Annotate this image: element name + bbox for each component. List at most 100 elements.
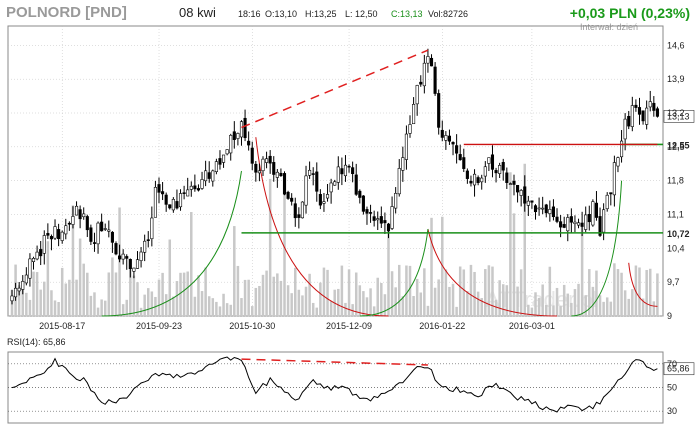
candle-body — [150, 217, 154, 240]
volume-bar — [132, 275, 136, 316]
candle-body — [153, 187, 157, 218]
fib-arc-green — [359, 228, 429, 317]
volume-bar — [304, 286, 308, 316]
volume-bar — [43, 281, 46, 316]
chart-date: 08 kwi — [179, 5, 216, 20]
volume-bar — [397, 264, 401, 316]
candle-body — [221, 154, 226, 163]
candle-body — [623, 118, 627, 140]
price-tick-label: 11,1 — [667, 210, 684, 220]
volume-bar — [78, 238, 82, 316]
volume-bar — [326, 269, 329, 316]
candle-body — [118, 255, 122, 260]
volume-bar — [114, 272, 118, 316]
candle-body — [218, 158, 222, 165]
volume-bar — [258, 285, 261, 316]
date-tick-label: 2016-03-01 — [509, 321, 555, 331]
volume-bar — [96, 307, 100, 316]
volume-bar — [297, 289, 301, 316]
volume-bar — [573, 289, 577, 316]
volume-bar — [129, 266, 132, 316]
candle-body — [580, 222, 584, 227]
candle-body — [533, 205, 538, 213]
volume-bar — [527, 304, 530, 316]
candle-body — [82, 213, 86, 218]
volume-bar — [315, 307, 319, 316]
fib-arc-red — [255, 137, 389, 317]
volume-bar — [609, 301, 613, 316]
candle-body — [318, 194, 322, 206]
volume-bar — [480, 298, 483, 316]
volume-bar — [222, 293, 225, 316]
volume-bar — [365, 297, 369, 316]
candle-body — [562, 224, 566, 228]
candle-body — [304, 175, 308, 206]
candle-body — [620, 140, 624, 158]
candle-body — [512, 180, 516, 185]
volume-bar — [103, 300, 107, 316]
volume-bar — [225, 303, 229, 316]
candle-body — [135, 259, 140, 269]
volume-bar — [354, 272, 358, 316]
candle-body — [178, 193, 183, 208]
volume-bars — [10, 163, 659, 316]
candle-body — [526, 200, 530, 206]
volume-bar — [82, 263, 85, 316]
volume-bar — [139, 307, 143, 316]
volume-bar — [25, 292, 28, 316]
fib-arc-green — [571, 180, 623, 317]
rsi-last-badge — [663, 362, 695, 376]
candle-body — [648, 101, 652, 108]
volume-bar — [369, 288, 372, 316]
volume-bar — [451, 283, 455, 316]
candle-body — [358, 190, 362, 198]
candle-body — [645, 107, 649, 125]
price-gridlines — [8, 26, 663, 317]
chart-symbol-title: POLNORD [PND] — [6, 4, 127, 21]
volume-bar — [505, 285, 509, 316]
candle-body — [322, 201, 326, 204]
volume-bar — [207, 296, 211, 316]
volume-bar — [182, 272, 186, 316]
candle-body — [272, 162, 276, 175]
volume-bar — [301, 295, 304, 316]
candle-body — [189, 185, 193, 190]
volume-bar — [512, 213, 516, 316]
price-tick-label: 9 — [667, 311, 672, 321]
candle-body — [551, 206, 555, 218]
volume-bar — [337, 288, 340, 316]
fib-arc-red — [628, 262, 658, 307]
candlesticks — [10, 48, 659, 305]
candle-body — [483, 166, 487, 177]
candle-body — [268, 155, 272, 164]
volume-bar — [243, 279, 247, 316]
volume-bar — [380, 283, 383, 316]
candle-body — [53, 226, 57, 239]
volume-bar — [591, 286, 595, 316]
candle-body — [229, 134, 233, 154]
candle-body — [239, 121, 244, 138]
candle-body — [225, 149, 229, 155]
price-tick-label: 12,5 — [667, 142, 685, 152]
volume-bar — [534, 292, 537, 316]
volume-bar — [602, 301, 605, 316]
price-axis: 9 9,7 10,4 11,1 11,8 12,5 13,2 13,9 14,6 — [667, 40, 685, 321]
volume-bar — [444, 269, 448, 316]
candle-body — [408, 124, 412, 134]
volume-bar — [75, 279, 78, 316]
price-tick-label: 13,2 — [667, 108, 685, 118]
candle-body — [494, 170, 498, 174]
rsi-last-label: 65,86 — [667, 364, 690, 374]
volume-bar — [616, 269, 620, 316]
candle-body — [64, 225, 68, 235]
candle-body — [455, 145, 459, 154]
candle-body — [433, 66, 437, 94]
drawn-lines: 12,55 10,72 13,13 — [241, 49, 698, 240]
candle-body — [193, 185, 197, 190]
volume-bar — [390, 271, 394, 316]
candle-body — [200, 179, 204, 189]
candle-body — [85, 216, 89, 231]
fibonacci-arcs — [101, 137, 658, 317]
volume-bar — [125, 299, 128, 316]
volume-bar — [215, 301, 218, 316]
